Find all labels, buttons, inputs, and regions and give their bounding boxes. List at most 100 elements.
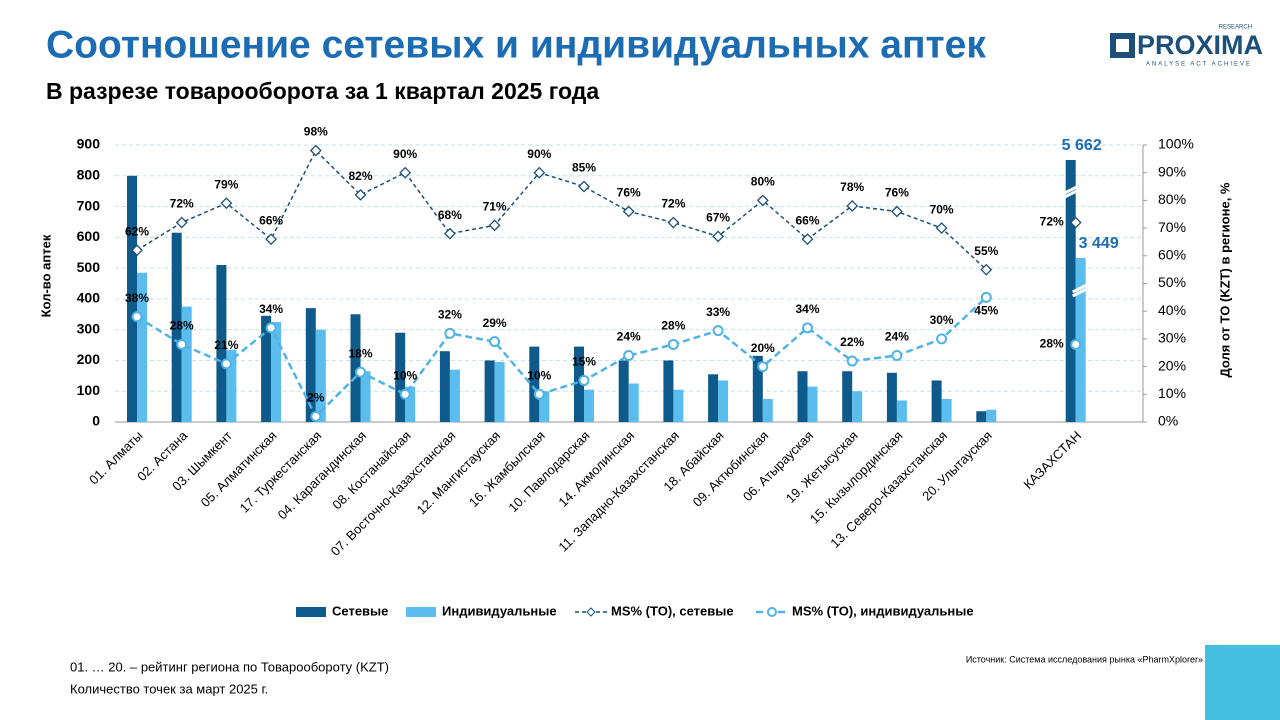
- bar: [539, 391, 550, 422]
- point-label: 33%: [706, 305, 730, 319]
- bar: [718, 380, 729, 422]
- marker: [533, 166, 546, 179]
- bar: [574, 346, 584, 422]
- point-label: 29%: [483, 316, 507, 330]
- y-axis-label: Кол-во аптек: [38, 234, 53, 317]
- marker: [354, 188, 367, 201]
- axis-break: [1072, 282, 1090, 298]
- point-label: 80%: [751, 175, 775, 189]
- footnote: Количество точек за март 2025 г.: [70, 681, 268, 696]
- marker: [802, 322, 813, 334]
- bar: [986, 409, 997, 422]
- point-label: 28%: [661, 319, 685, 333]
- legend-label: Индивидуальные: [442, 603, 557, 618]
- bar: [216, 265, 227, 422]
- x-tick-label: 09. Актюбинская: [690, 428, 772, 510]
- legend-label: MS% (TO), индивидуальные: [792, 603, 974, 618]
- y2-tick-label: 40%: [1158, 302, 1186, 318]
- bar: [931, 380, 942, 422]
- marker: [891, 350, 903, 362]
- bar: [762, 398, 773, 422]
- x-tick-label: 16. Жамбылская: [466, 428, 548, 510]
- point-label: 18%: [348, 346, 372, 360]
- marker: [176, 338, 188, 350]
- marker: [622, 205, 635, 218]
- marker: [756, 194, 769, 207]
- y2-tick-label: 100%: [1158, 136, 1194, 152]
- bar: [941, 398, 952, 422]
- bar: [439, 351, 450, 422]
- bar: [127, 175, 137, 422]
- marker: [131, 244, 143, 257]
- x-tick-label: 12. Мангистауская: [414, 428, 503, 517]
- marker: [175, 216, 188, 229]
- bar: [271, 321, 282, 422]
- axis-break: [1062, 184, 1080, 200]
- point-label: 67%: [706, 211, 730, 225]
- point-label: 72%: [661, 197, 685, 211]
- point-label: 22%: [840, 335, 864, 349]
- x-tick-label: КАЗАХСТАН: [1020, 428, 1084, 492]
- point-label: 28%: [170, 319, 194, 333]
- marker: [1069, 216, 1082, 229]
- marker: [309, 144, 322, 157]
- bar: [405, 386, 416, 422]
- point-label: 24%: [885, 330, 909, 344]
- bar: [663, 360, 674, 422]
- marker: [846, 355, 858, 367]
- point-label: 72%: [170, 197, 194, 211]
- bar: [226, 349, 237, 422]
- y-tick-label: 600: [77, 228, 101, 244]
- y-tick-label: 100: [77, 382, 101, 398]
- footnote: 01. … 20. – рейтинг региона по Товарообо…: [70, 659, 389, 674]
- subtitle: В разрезе товарооборота за 1 квартал 202…: [46, 78, 599, 104]
- point-label: 70%: [930, 202, 954, 216]
- point-label: 66%: [795, 213, 819, 227]
- marker: [443, 227, 456, 240]
- logo-icon-inner: [1116, 39, 1129, 52]
- bar: [315, 329, 326, 422]
- point-label: 66%: [259, 213, 283, 227]
- point-label: 45%: [974, 304, 998, 318]
- legend-label: MS% (TO), сетевые: [611, 603, 734, 618]
- bar: [842, 371, 853, 422]
- y2-tick-label: 10%: [1158, 385, 1186, 401]
- marker: [578, 180, 590, 193]
- x-tick-label: 05. Алматинская: [198, 428, 280, 510]
- marker: [712, 230, 725, 243]
- logo-tag: RESEARCH: [1219, 25, 1252, 31]
- bar: [584, 389, 594, 422]
- marker: [667, 216, 680, 229]
- title: Соотношение сетевых и индивидуальных апт…: [46, 23, 986, 66]
- marker: [488, 219, 501, 232]
- marker: [265, 322, 277, 334]
- marker: [980, 263, 993, 276]
- bar: [171, 232, 182, 422]
- x-tick-label: 10. Павлодарская: [505, 428, 592, 515]
- logo-slogan: ANALYSE ACT ACHIEVE: [1146, 62, 1252, 68]
- point-label: 30%: [930, 313, 954, 327]
- bar: [305, 308, 316, 422]
- bar: [484, 360, 495, 422]
- y2-tick-label: 90%: [1158, 163, 1186, 179]
- point-label: 55%: [974, 244, 998, 258]
- point-label: 10%: [527, 368, 551, 382]
- legend-swatch: [406, 607, 436, 617]
- bar: [261, 315, 272, 422]
- bar: [137, 272, 147, 422]
- legend-label: Сетевые: [332, 603, 388, 618]
- bar: [852, 391, 863, 422]
- marker: [444, 327, 456, 339]
- point-label: 90%: [527, 147, 551, 161]
- corner-decoration: [1205, 645, 1280, 720]
- marker: [399, 388, 411, 400]
- marker: [265, 233, 278, 246]
- point-label: 72%: [1040, 215, 1064, 229]
- point-label: 85%: [572, 161, 596, 175]
- marker: [757, 361, 769, 373]
- bar: [1075, 258, 1086, 422]
- y2-tick-label: 50%: [1158, 274, 1186, 290]
- point-label: 24%: [617, 330, 641, 344]
- point-label: 79%: [214, 177, 238, 191]
- bar: [395, 332, 406, 422]
